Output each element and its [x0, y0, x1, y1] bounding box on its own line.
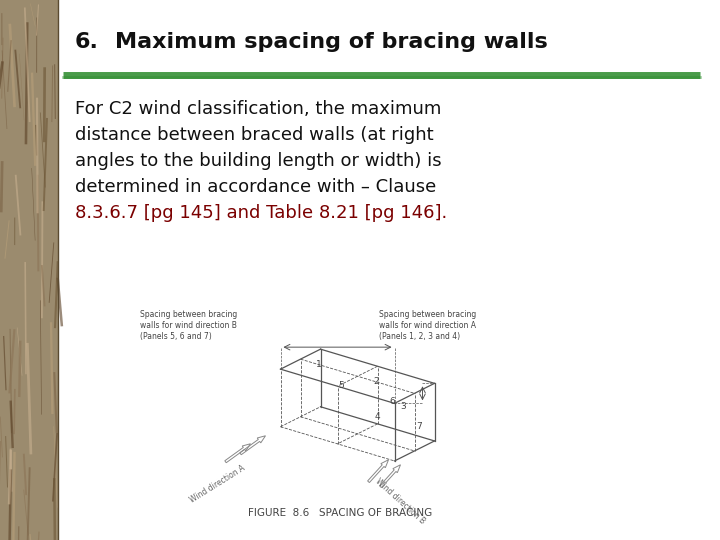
Text: Wind direction A: Wind direction A: [189, 463, 247, 504]
Text: 1: 1: [316, 360, 322, 369]
Text: 6: 6: [389, 397, 395, 407]
Text: FIGURE  8.6   SPACING OF BRACING: FIGURE 8.6 SPACING OF BRACING: [248, 508, 433, 518]
Text: Spacing between bracing
walls for wind direction B
(Panels 5, 6 and 7): Spacing between bracing walls for wind d…: [140, 310, 238, 341]
Text: determined in accordance with – Clause: determined in accordance with – Clause: [75, 178, 436, 196]
Text: Maximum spacing of bracing walls: Maximum spacing of bracing walls: [115, 32, 548, 52]
Text: 8.3.6.7 [pg 145] and Table 8.21 [pg 146].: 8.3.6.7 [pg 145] and Table 8.21 [pg 146]…: [75, 204, 447, 222]
Text: 7: 7: [416, 422, 422, 431]
Text: 2: 2: [373, 377, 379, 386]
Text: Wind direction B: Wind direction B: [374, 477, 427, 526]
Text: 5: 5: [338, 381, 344, 390]
Text: For C2 wind classification, the maximum: For C2 wind classification, the maximum: [75, 100, 441, 118]
Bar: [0, 0, 58, 540]
Text: 3: 3: [400, 402, 406, 411]
Text: 6.: 6.: [75, 32, 99, 52]
Text: angles to the building length or width) is: angles to the building length or width) …: [75, 152, 441, 170]
Text: 4: 4: [374, 411, 380, 421]
Text: Spacing between bracing
walls for wind direction A
(Panels 1, 2, 3 and 4): Spacing between bracing walls for wind d…: [379, 310, 476, 341]
Text: distance between braced walls (at right: distance between braced walls (at right: [75, 126, 433, 144]
